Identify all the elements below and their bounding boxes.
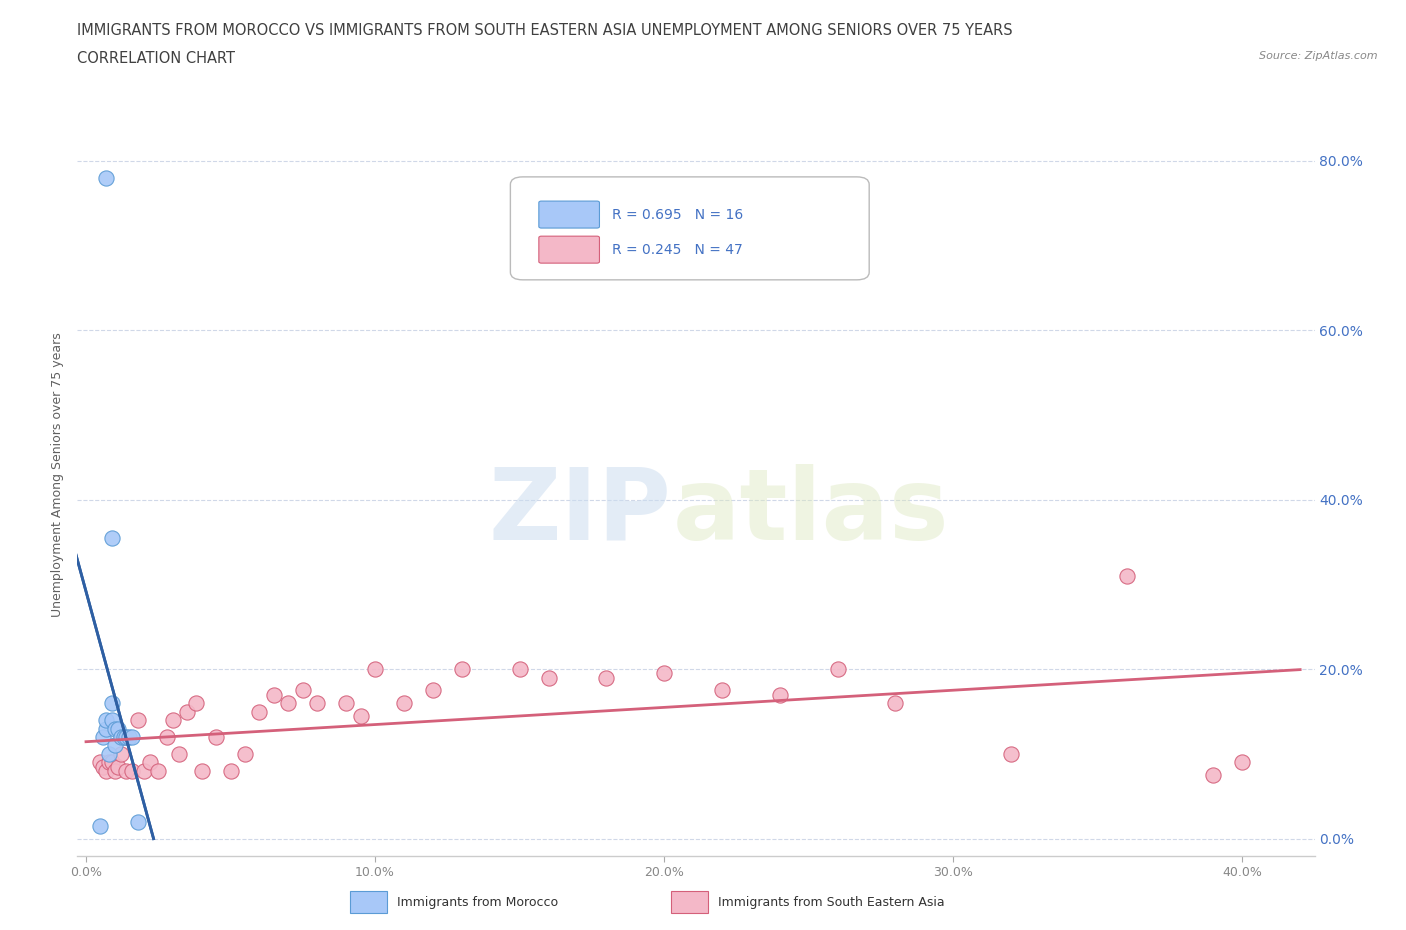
Point xyxy=(104,721,127,736)
Point xyxy=(176,704,198,719)
Point xyxy=(219,764,242,778)
Point xyxy=(89,818,111,833)
Point xyxy=(107,721,129,736)
Point xyxy=(233,747,256,762)
Point xyxy=(1000,747,1022,762)
Text: R = 0.695   N = 16: R = 0.695 N = 16 xyxy=(612,207,744,221)
Text: Immigrants from Morocco: Immigrants from Morocco xyxy=(396,896,558,909)
Text: IMMIGRANTS FROM MOROCCO VS IMMIGRANTS FROM SOUTH EASTERN ASIA UNEMPLOYMENT AMONG: IMMIGRANTS FROM MOROCCO VS IMMIGRANTS FR… xyxy=(77,23,1012,38)
Point xyxy=(1232,755,1254,770)
Point xyxy=(450,662,472,677)
Point xyxy=(291,683,314,698)
Point xyxy=(127,815,149,830)
Point xyxy=(127,712,149,727)
Point xyxy=(93,759,115,774)
Text: atlas: atlas xyxy=(672,464,949,561)
Point xyxy=(93,729,115,744)
Point xyxy=(96,170,118,185)
Point xyxy=(115,764,138,778)
FancyBboxPatch shape xyxy=(538,236,599,263)
Point xyxy=(307,696,329,711)
Point xyxy=(184,696,207,711)
Point xyxy=(112,729,135,744)
Point xyxy=(101,712,124,727)
Point xyxy=(364,662,387,677)
Text: R = 0.245   N = 47: R = 0.245 N = 47 xyxy=(612,243,742,257)
Point xyxy=(652,666,675,681)
Point xyxy=(162,712,184,727)
Point xyxy=(537,671,560,685)
Text: Immigrants from South Eastern Asia: Immigrants from South Eastern Asia xyxy=(718,896,945,909)
Point xyxy=(263,687,285,702)
Point xyxy=(595,671,617,685)
Point xyxy=(101,530,124,545)
Point xyxy=(101,696,124,711)
Point xyxy=(1115,568,1137,583)
Point xyxy=(98,755,121,770)
Point xyxy=(98,747,121,762)
Point xyxy=(107,759,129,774)
Point xyxy=(138,755,160,770)
Point xyxy=(115,729,138,744)
Point xyxy=(349,709,371,724)
Bar xyxy=(671,892,709,913)
Point xyxy=(335,696,357,711)
Point xyxy=(769,687,792,702)
Point xyxy=(148,764,170,778)
Point xyxy=(392,696,415,711)
Point xyxy=(121,729,143,744)
Y-axis label: Unemployment Among Seniors over 75 years: Unemployment Among Seniors over 75 years xyxy=(51,332,65,617)
Point xyxy=(121,764,143,778)
Point xyxy=(96,712,118,727)
Point xyxy=(509,662,531,677)
Point xyxy=(110,729,132,744)
Point xyxy=(96,764,118,778)
Point xyxy=(96,721,118,736)
Point xyxy=(827,662,849,677)
Text: ZIP: ZIP xyxy=(488,464,671,561)
Point xyxy=(884,696,907,711)
FancyBboxPatch shape xyxy=(510,177,869,280)
Point xyxy=(277,696,299,711)
Point xyxy=(110,747,132,762)
Point xyxy=(104,738,127,753)
Point xyxy=(101,755,124,770)
Point xyxy=(89,755,111,770)
Point xyxy=(118,729,141,744)
Point xyxy=(156,729,179,744)
Point xyxy=(104,764,127,778)
Text: Source: ZipAtlas.com: Source: ZipAtlas.com xyxy=(1260,51,1378,61)
Point xyxy=(132,764,155,778)
Point xyxy=(422,683,444,698)
Bar xyxy=(350,892,387,913)
Point xyxy=(205,729,228,744)
Point xyxy=(1202,767,1225,782)
Point xyxy=(249,704,271,719)
Point xyxy=(190,764,212,778)
Point xyxy=(711,683,734,698)
Text: CORRELATION CHART: CORRELATION CHART xyxy=(77,51,235,66)
FancyBboxPatch shape xyxy=(538,201,599,228)
Point xyxy=(112,729,135,744)
Point xyxy=(167,747,190,762)
